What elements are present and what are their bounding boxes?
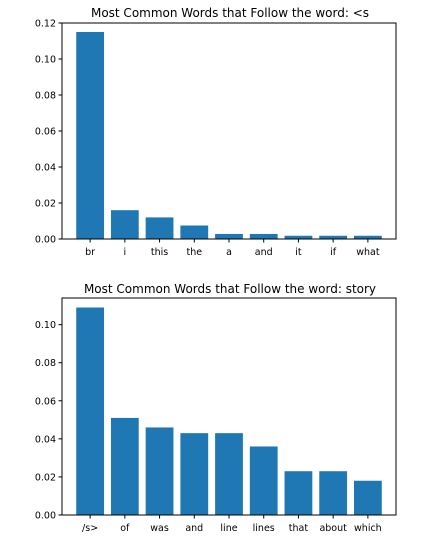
x-tick-label: br [85, 247, 95, 258]
chart-1-bars [76, 32, 382, 239]
bar-s [76, 307, 105, 515]
bar-if [319, 235, 348, 239]
bar-a [215, 233, 243, 239]
x-tick-label: lines [253, 523, 275, 534]
bar-the [180, 225, 209, 239]
x-tick-label: and [185, 523, 203, 534]
y-tick-label: 0.02 [35, 472, 56, 483]
x-tick-label: it [295, 247, 302, 258]
y-tick-label: 0.06 [35, 127, 56, 138]
x-tick-label: of [120, 523, 130, 534]
y-tick-label: 0.06 [35, 396, 56, 407]
bar-lines [249, 446, 278, 515]
y-tick-label: 0.08 [35, 91, 56, 102]
bar-it [284, 235, 313, 239]
y-tick-label: 0.08 [35, 358, 56, 369]
chart-2-y-axis: 0.00 0.02 0.04 0.06 0.08 0.10 [35, 320, 62, 522]
bar-br [76, 32, 105, 239]
x-tick-label: /s> [82, 523, 98, 534]
bar-and [180, 433, 209, 515]
bar-that [284, 471, 313, 515]
x-tick-label: i [124, 247, 127, 258]
y-tick-label: 0.10 [35, 55, 56, 66]
chart-2: Most Common Words that Follow the word: … [35, 282, 397, 534]
y-tick-label: 0.12 [35, 19, 56, 30]
chart-1-axes-frame [61, 22, 397, 240]
chart-1-y-axis: 0.00 0.02 0.04 0.06 0.08 0.10 0.12 [35, 19, 62, 246]
chart-2-bars [76, 307, 382, 515]
x-tick-label: a [226, 247, 232, 258]
bar-this [145, 217, 174, 239]
y-tick-label: 0.04 [35, 434, 56, 445]
chart-1: Most Common Words that Follow the word: … [35, 6, 397, 258]
bar-line [215, 433, 243, 515]
y-tick-label: 0.00 [35, 511, 56, 522]
bar-about [319, 471, 348, 515]
y-tick-label: 0.04 [35, 163, 56, 174]
y-tick-label: 0.00 [35, 235, 56, 246]
chart-2-title: Most Common Words that Follow the word: … [84, 282, 376, 296]
bar-which [353, 480, 382, 515]
x-tick-label: about [319, 523, 347, 534]
x-tick-label: if [330, 247, 337, 258]
x-tick-label: this [151, 247, 168, 258]
bar-what [353, 235, 382, 239]
x-tick-label: which [354, 523, 382, 534]
chart-2-x-axis: /s> of was and line lines that about which [82, 515, 382, 534]
bar-i [110, 210, 139, 239]
x-tick-label: line [220, 523, 237, 534]
chart-1-x-axis: br i this the a and it if what [85, 239, 380, 258]
x-tick-label: that [289, 523, 309, 534]
x-tick-label: the [186, 247, 202, 258]
bar-of [110, 417, 139, 515]
chart-1-title: Most Common Words that Follow the word: … [91, 6, 369, 20]
x-tick-label: was [150, 523, 169, 534]
y-tick-label: 0.10 [35, 320, 56, 331]
x-tick-label: what [356, 247, 380, 258]
chart-2-axes-frame [61, 297, 397, 516]
y-tick-label: 0.02 [35, 199, 56, 210]
bar-was [145, 427, 174, 515]
x-tick-label: and [255, 247, 273, 258]
bar-and [249, 233, 278, 239]
